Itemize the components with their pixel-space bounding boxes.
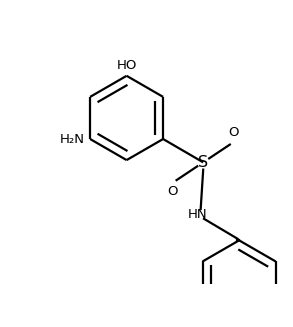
Text: HN: HN [188,208,207,221]
Text: S: S [198,155,208,170]
Text: O: O [167,185,178,198]
Text: O: O [229,126,239,139]
Text: HO: HO [116,59,137,72]
Text: H₂N: H₂N [60,132,85,146]
